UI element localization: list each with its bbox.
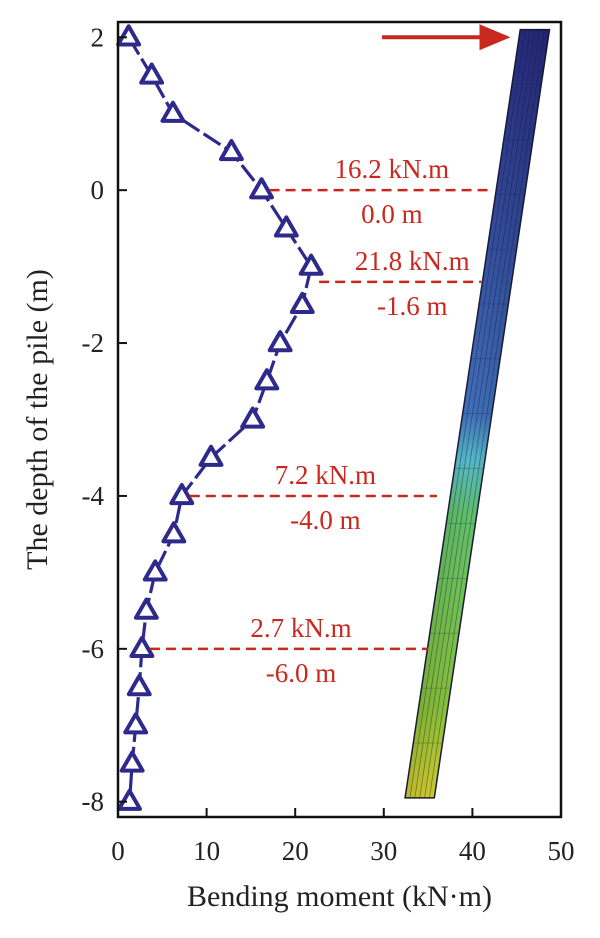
x-tick-label: 30 xyxy=(370,836,397,866)
y-tick-label: 2 xyxy=(91,22,105,52)
data-point-triangle xyxy=(129,635,155,658)
data-point-triangle xyxy=(116,24,142,47)
annotation-moment-label: 16.2 kN.m xyxy=(334,154,449,184)
pile-mesh-line xyxy=(409,29,526,798)
data-point-triangle xyxy=(161,521,187,544)
data-point-triangle xyxy=(240,406,266,429)
bending-moment-series xyxy=(116,24,324,811)
data-point-triangle xyxy=(160,100,186,123)
y-tick-label: -4 xyxy=(82,481,105,511)
pile-mesh-line xyxy=(424,29,541,798)
data-point-triangle xyxy=(126,674,152,697)
annotation-depth-label: -1.6 m xyxy=(377,291,448,321)
x-tick-label: 0 xyxy=(111,836,125,866)
data-point-triangle xyxy=(198,444,224,467)
x-tick-label: 50 xyxy=(548,836,575,866)
data-point-triangle xyxy=(133,597,159,620)
data-point-triangle xyxy=(169,482,195,506)
data-point-triangle xyxy=(119,750,145,773)
pile-mesh-line xyxy=(414,29,531,798)
y-axis-label: The depth of the pile (m) xyxy=(21,269,54,570)
data-point-triangle xyxy=(298,253,324,276)
data-point-triangle xyxy=(123,712,149,735)
data-point-triangle xyxy=(289,291,315,314)
annotation-depth-label: 0.0 m xyxy=(361,199,423,229)
annotations: 16.2 kN.m 0.0 m 21.8 kN.m -1.6 m 7.2 kN.m -4.… xyxy=(149,154,491,688)
annotation-depth-label: -4.0 m xyxy=(290,505,361,535)
data-point-triangle xyxy=(267,330,293,353)
load-arrow-head xyxy=(479,24,511,51)
data-point-triangle xyxy=(254,368,280,391)
y-tick-label: -8 xyxy=(82,787,105,817)
load-arrow xyxy=(382,24,511,51)
plot-frame xyxy=(116,20,563,819)
y-tick-label: -2 xyxy=(82,328,105,358)
y-tick-label: -6 xyxy=(82,634,105,664)
pile-mesh-line xyxy=(429,29,546,798)
y-tick-label: 0 xyxy=(91,175,105,205)
data-point-triangle xyxy=(218,138,244,162)
data-point-triangle xyxy=(117,788,142,811)
x-tick-label: 20 xyxy=(282,836,309,866)
annotation-depth-label: -6.0 m xyxy=(266,658,337,688)
annotation-moment-label: 2.7 kN.m xyxy=(250,613,351,643)
x-tick-label: 10 xyxy=(193,836,220,866)
y-axis: 2 0 -2 -4 -6 -8 xyxy=(82,22,127,817)
data-point-triangle xyxy=(249,177,274,200)
pile-mesh-line xyxy=(419,29,536,798)
data-point-triangle xyxy=(273,215,299,238)
annotation-moment-label: 21.8 kN.m xyxy=(355,246,470,276)
x-axis-label: Bending moment (kN·m) xyxy=(187,880,492,913)
data-point-triangle xyxy=(139,62,165,85)
pile-model xyxy=(404,28,551,799)
annotation-moment-label: 7.2 kN.m xyxy=(275,460,376,490)
x-axis: 0 10 20 30 40 50 xyxy=(111,808,575,866)
x-tick-label: 40 xyxy=(459,836,486,866)
data-point-triangle xyxy=(142,559,168,582)
pile-shading xyxy=(405,29,550,798)
